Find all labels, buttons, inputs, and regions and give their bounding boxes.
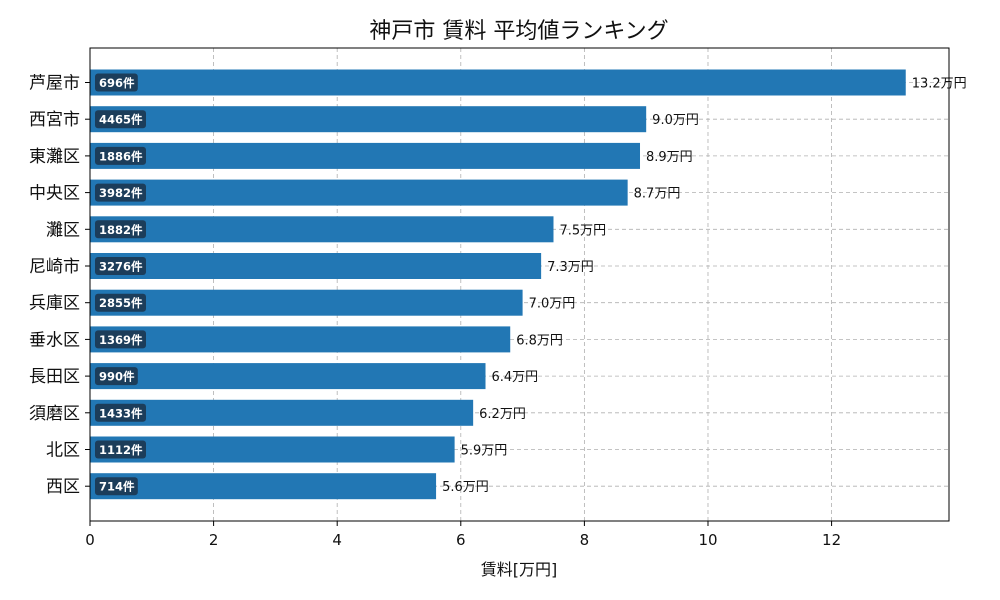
x-tick-label: 4 <box>332 531 342 549</box>
value-label: 6.8万円 <box>516 333 563 348</box>
count-label: 1882件 <box>99 223 143 237</box>
bar <box>90 473 437 500</box>
plot-frame <box>89 47 950 522</box>
category-label: 西区 <box>46 477 80 497</box>
bar <box>90 142 641 169</box>
count-label: 2855件 <box>99 296 143 310</box>
category-label: 西宮市 <box>29 110 80 130</box>
value-label: 6.2万円 <box>479 407 526 422</box>
x-tick-label: 8 <box>580 531 590 549</box>
bar <box>90 289 523 316</box>
x-tick-label: 10 <box>698 531 717 549</box>
bar <box>90 363 486 390</box>
category-label: 兵庫区 <box>29 294 80 314</box>
value-label: 7.5万円 <box>559 223 606 238</box>
bar <box>90 253 542 279</box>
category-label: 灘区 <box>46 220 80 240</box>
value-label: 8.7万円 <box>634 187 681 202</box>
count-label: 1112件 <box>99 443 143 457</box>
count-badge <box>95 403 146 422</box>
count-badge <box>95 293 146 312</box>
count-badge <box>95 146 146 165</box>
chart-title: 神戸市 賃料 平均値ランキング <box>369 19 668 44</box>
count-badge <box>95 183 146 202</box>
value-label: 8.9万円 <box>646 150 693 165</box>
count-badge <box>95 257 146 275</box>
count-badge <box>95 110 146 129</box>
count-label: 696件 <box>99 76 135 90</box>
category-label: 垂水区 <box>29 330 80 350</box>
category-label: 北区 <box>46 441 80 461</box>
count-badge <box>95 477 138 496</box>
count-badge <box>95 220 146 239</box>
count-label: 1433件 <box>99 406 143 420</box>
bar <box>90 216 554 243</box>
bar <box>90 399 474 426</box>
count-label: 1369件 <box>99 333 143 347</box>
bar <box>90 106 647 133</box>
category-label: 須磨区 <box>29 404 80 424</box>
x-tick-label: 6 <box>456 531 466 549</box>
value-label: 6.4万円 <box>492 370 539 385</box>
count-label: 3982件 <box>99 186 143 200</box>
count-badge <box>95 367 138 386</box>
category-label: 長田区 <box>29 367 80 387</box>
count-badge <box>95 440 146 459</box>
bar <box>90 436 455 463</box>
bar <box>90 326 511 353</box>
bar <box>90 69 906 96</box>
value-label: 7.0万円 <box>529 297 576 312</box>
category-label: 中央区 <box>29 184 80 204</box>
category-label: 尼崎市 <box>29 257 80 277</box>
x-tick-label: 0 <box>85 531 95 549</box>
value-label: 5.6万円 <box>442 480 489 495</box>
x-axis-label: 賃料[万円] <box>481 560 558 579</box>
count-label: 990件 <box>99 370 135 384</box>
bar <box>90 179 628 206</box>
value-label: 5.9万円 <box>461 444 508 459</box>
x-tick-label: 2 <box>209 531 219 549</box>
count-badge <box>95 330 146 349</box>
count-label: 1886件 <box>99 149 143 163</box>
value-label: 9.0万円 <box>652 113 699 128</box>
value-label: 7.3万円 <box>547 260 594 275</box>
count-label: 3276件 <box>99 260 143 274</box>
count-label: 714件 <box>99 480 135 494</box>
category-label: 芦屋市 <box>29 74 80 94</box>
count-label: 4465件 <box>99 113 143 127</box>
category-label: 東灘区 <box>29 147 80 167</box>
value-label: 13.2万円 <box>912 77 967 92</box>
x-tick-label: 12 <box>822 531 841 549</box>
count-badge <box>95 73 138 92</box>
